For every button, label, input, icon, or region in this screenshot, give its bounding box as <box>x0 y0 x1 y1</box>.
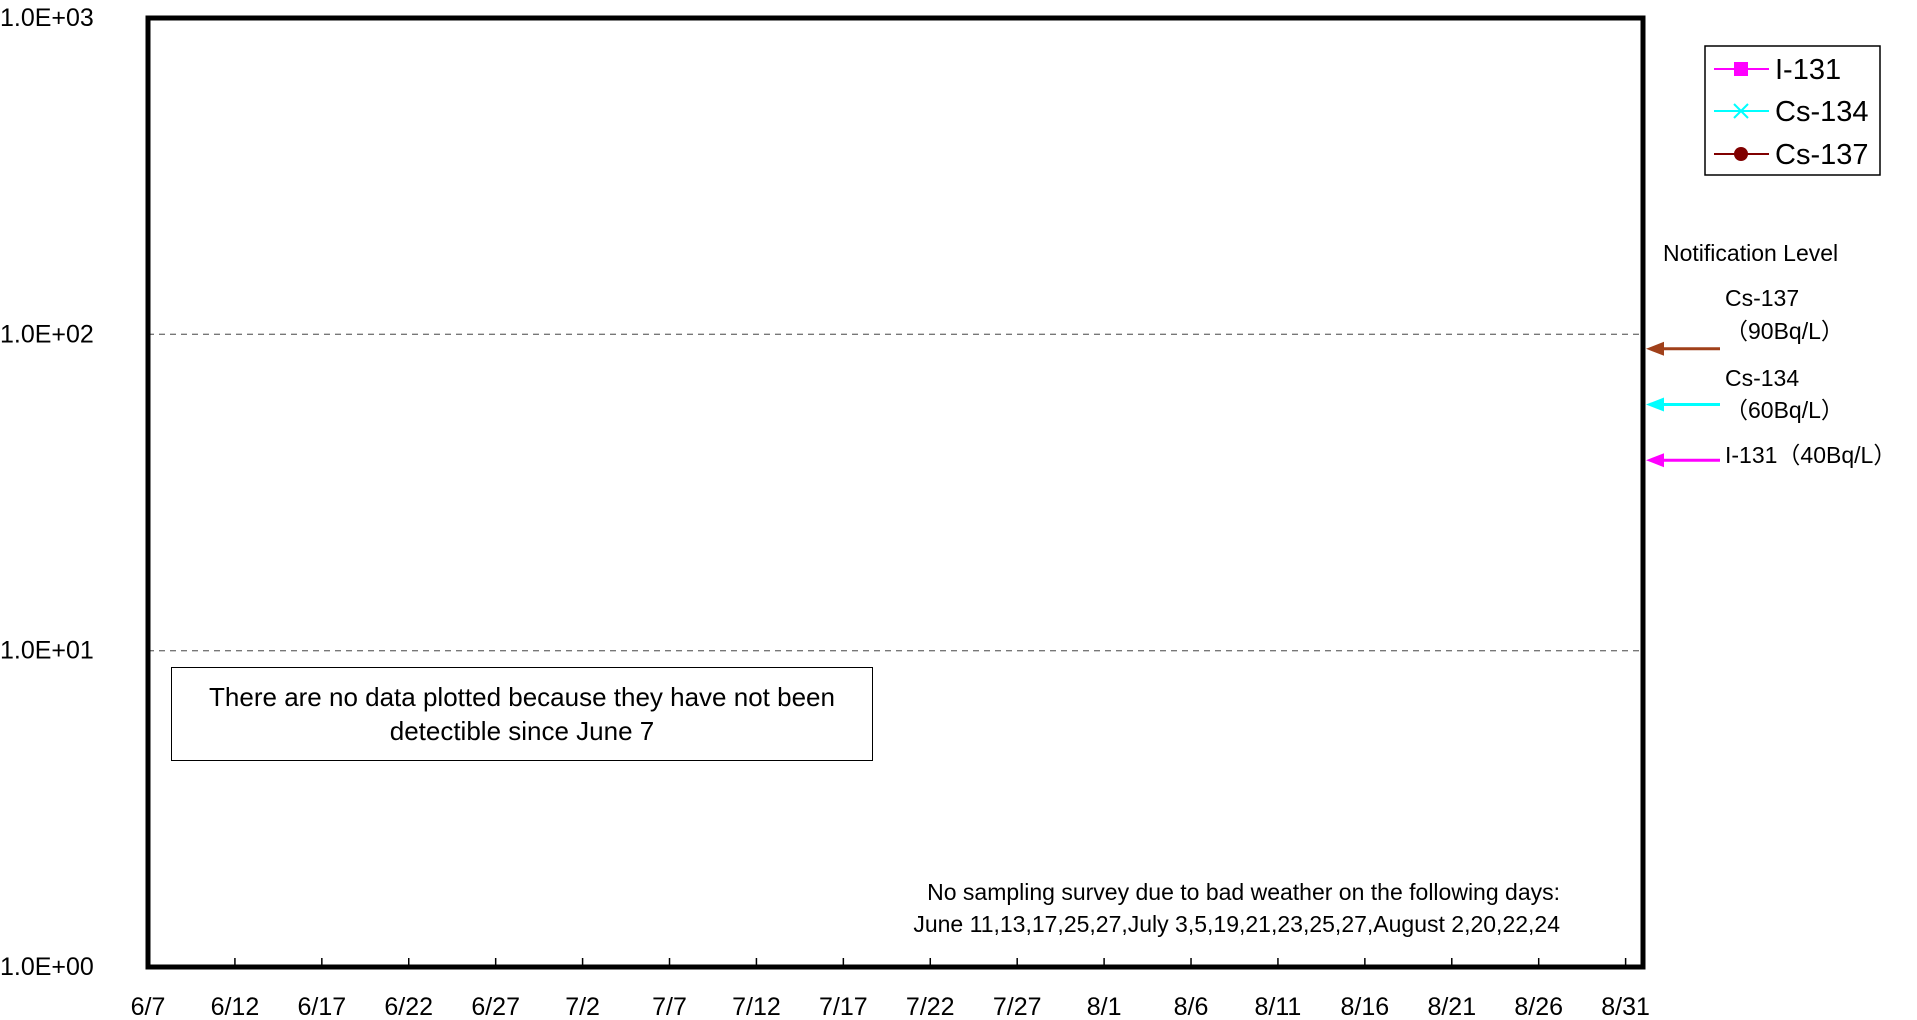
y-tick-label: 1.0E+01 <box>0 637 94 665</box>
notification-label-i131: I-131（40Bq/L） <box>1725 442 1896 468</box>
notification-labels: Cs-137 （90Bq/L） Cs-134 （60Bq/L） I-131（40… <box>1725 285 1896 468</box>
x-tick-label: 7/22 <box>906 993 955 1020</box>
x-tick-label: 8/11 <box>1255 993 1302 1020</box>
no-data-annotation-box: There are no data plotted because they h… <box>171 667 873 761</box>
notification-value-cs137: （90Bq/L） <box>1725 318 1844 344</box>
x-tick-label: 7/17 <box>819 993 868 1020</box>
notification-arrow <box>1646 397 1720 412</box>
no-sampling-note: No sampling survey due to bad weather on… <box>760 876 1560 940</box>
notification-arrow <box>1646 453 1720 468</box>
notification-arrow <box>1646 341 1720 356</box>
x-tick-label: 8/1 <box>1087 993 1122 1020</box>
notification-value-cs134: （60Bq/L） <box>1725 397 1844 423</box>
no-sampling-note-line-2: June 11,13,17,25,27,July 3,5,19,21,23,25… <box>913 911 1560 937</box>
x-tick-label: 7/7 <box>652 993 687 1020</box>
x-tick-label: 8/26 <box>1514 993 1563 1020</box>
x-tick-label: 6/7 <box>131 993 166 1020</box>
legend-label-cs137: Cs-137 <box>1775 139 1869 171</box>
notification-label-cs134: Cs-134 <box>1725 365 1799 391</box>
legend: I-131 Cs-134 Cs-137 <box>1704 45 1881 176</box>
legend-marker-circle <box>1734 147 1748 161</box>
x-tick-label: 6/17 <box>298 993 347 1020</box>
legend-marker-square <box>1734 62 1748 76</box>
no-data-annotation-line-1: There are no data plotted because they h… <box>209 682 835 712</box>
legend-entry-cs137: Cs-137 <box>1714 139 1869 171</box>
x-tick-label: 7/27 <box>993 993 1042 1020</box>
y-tick-label: 1.0E+02 <box>0 320 94 348</box>
x-tick-label: 7/2 <box>565 993 600 1020</box>
legend-label-cs134: Cs-134 <box>1775 96 1869 128</box>
x-tick-label: 6/12 <box>211 993 260 1020</box>
notification-level-title: Notification Level <box>1663 240 1838 266</box>
x-tick-label: 6/22 <box>384 993 433 1020</box>
legend-label-i131: I-131 <box>1775 54 1841 86</box>
x-tick-label: 7/12 <box>732 993 781 1020</box>
y-axis-tick-labels: 1.0E+00 1.0E+01 1.0E+02 1.0E+03 <box>0 4 94 981</box>
x-tick-label: 8/31 <box>1601 993 1650 1020</box>
x-tick-label: 8/16 <box>1341 993 1390 1020</box>
notification-label-cs137: Cs-137 <box>1725 285 1799 311</box>
y-tick-label: 1.0E+03 <box>0 4 94 32</box>
y-tick-label: 1.0E+00 <box>0 953 94 981</box>
x-tick-label: 8/21 <box>1427 993 1476 1020</box>
no-sampling-note-line-1: No sampling survey due to bad weather on… <box>927 879 1560 905</box>
legend-entry-i131: I-131 <box>1714 54 1841 86</box>
gridlines <box>148 333 1643 652</box>
notification-level-arrows <box>1646 341 1720 468</box>
x-axis-tick-labels: 6/7 6/12 6/17 6/22 6/27 7/2 7/7 7/12 7/17 7/22 7/2… <box>131 993 1650 1020</box>
x-tick-label: 6/27 <box>471 993 520 1020</box>
legend-marker-x <box>1733 103 1749 119</box>
x-tick-label: 8/6 <box>1174 993 1209 1020</box>
plot-area-frame <box>145 15 1646 970</box>
legend-entry-cs134: Cs-134 <box>1714 96 1869 128</box>
no-data-annotation-line-2: detectible since June 7 <box>389 716 655 746</box>
